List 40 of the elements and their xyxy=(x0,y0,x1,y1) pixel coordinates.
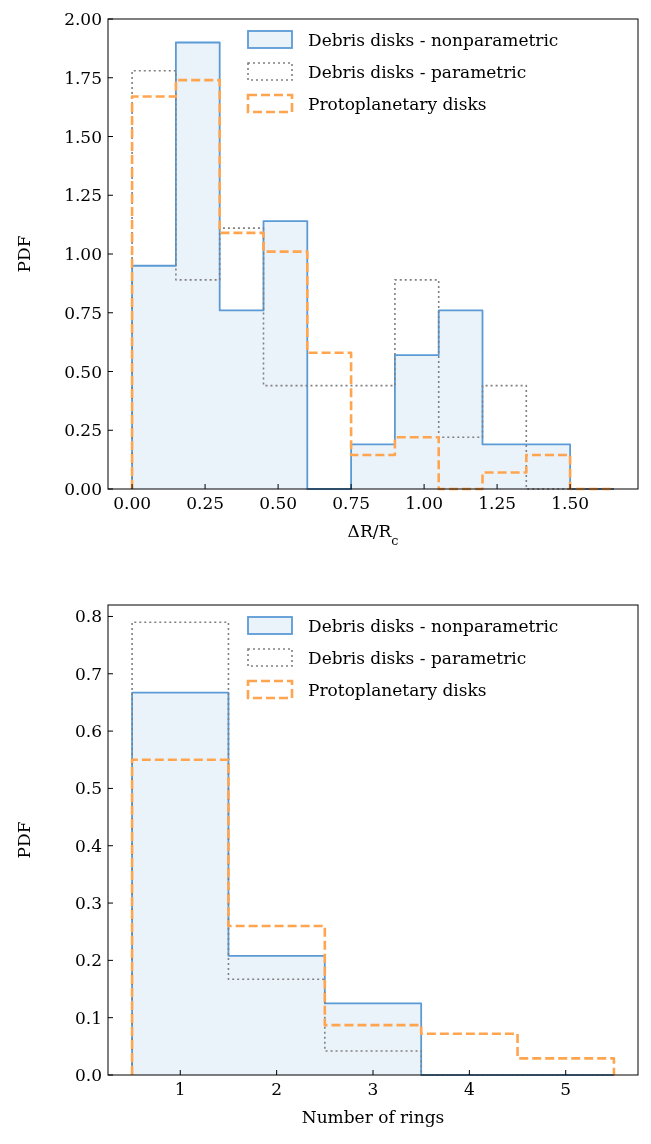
y-tick-label: 1.75 xyxy=(64,67,102,88)
y-tick-label: 0.75 xyxy=(64,302,102,323)
legend-label: Debris disks - parametric xyxy=(308,62,527,82)
y-tick-label: 0.0 xyxy=(74,1065,102,1085)
x-tick-label: 0.50 xyxy=(259,493,298,513)
x-tick-label: 0.25 xyxy=(186,493,225,513)
y-axis-title: PDF xyxy=(14,235,34,273)
y-tick-label: 1.00 xyxy=(64,244,102,264)
x-axis-title: Number of rings xyxy=(301,1107,445,1127)
y-tick-label: 0.5 xyxy=(74,778,102,799)
x-tick-label: 3 xyxy=(367,1079,379,1099)
x-tick-label: 1 xyxy=(174,1079,186,1099)
x-tick-label: 0.00 xyxy=(113,493,152,513)
y-tick-label: 0.1 xyxy=(74,1007,102,1028)
legend-label: Protoplanetary disks xyxy=(308,94,487,114)
y-tick-label: 0.8 xyxy=(74,606,102,627)
x-axis-title: ΔR/R$_{c}$ xyxy=(347,521,399,548)
y-tick-label: 1.50 xyxy=(64,126,102,147)
x-tick-label: 0.75 xyxy=(332,493,371,513)
legend-label: Debris disks - parametric xyxy=(308,648,527,668)
y-tick-label: 0.50 xyxy=(64,361,102,382)
x-tick-label: 5 xyxy=(560,1079,572,1099)
y-tick-label: 0.4 xyxy=(74,835,102,856)
y-tick-label: 1.25 xyxy=(64,185,102,206)
x-tick-label: 4 xyxy=(463,1079,475,1099)
y-axis-title: PDF xyxy=(14,821,34,859)
y-tick-label: 0.00 xyxy=(64,479,102,499)
y-tick-label: 2.00 xyxy=(64,9,102,29)
y-tick-label: 0.2 xyxy=(74,950,102,971)
legend-label: Debris disks - nonparametric xyxy=(308,616,559,636)
x-tick-label: 2 xyxy=(271,1079,283,1099)
x-tick-label: 1.00 xyxy=(405,493,444,513)
y-tick-label: 0.6 xyxy=(74,721,102,742)
x-tick-label: 1.50 xyxy=(551,493,590,513)
y-tick-label: 0.3 xyxy=(74,893,102,914)
x-tick-label: 1.25 xyxy=(478,493,517,513)
y-tick-label: 0.7 xyxy=(74,663,102,684)
legend-label: Protoplanetary disks xyxy=(308,680,487,700)
legend-label: Debris disks - nonparametric xyxy=(308,30,559,50)
y-tick-label: 0.25 xyxy=(64,420,102,441)
